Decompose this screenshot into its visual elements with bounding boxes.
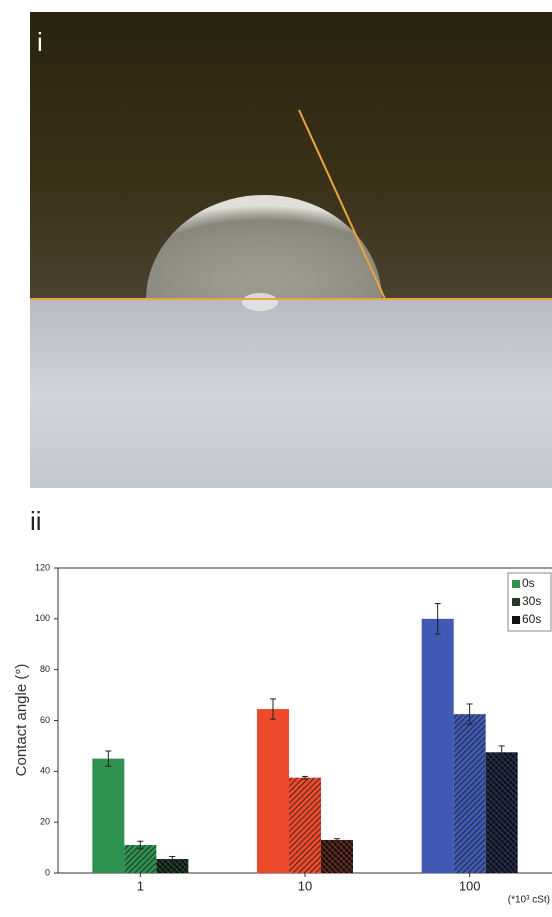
- bar: [321, 839, 353, 873]
- panel-label: i: [37, 27, 43, 57]
- error-bar: [270, 698, 276, 720]
- y-tick-label: 40: [40, 766, 50, 776]
- legend-label: 60s: [522, 612, 541, 626]
- y-tick-label: 120: [35, 562, 50, 572]
- bar: [257, 709, 289, 873]
- panel-label: ii: [30, 506, 42, 536]
- error-bar: [434, 603, 441, 635]
- legend-label: 30s: [522, 594, 541, 608]
- bar: [124, 845, 157, 873]
- photo: [30, 12, 552, 488]
- error-bar: [137, 840, 144, 850]
- bar: [453, 714, 486, 873]
- error-bar: [105, 750, 112, 767]
- error-bar: [334, 838, 340, 842]
- y-tick-label: 80: [40, 664, 50, 674]
- bar: [92, 758, 125, 873]
- bar: [485, 752, 518, 873]
- bar: [421, 618, 454, 873]
- x-tick-label: 1: [137, 878, 144, 893]
- legend-swatch: [512, 580, 520, 588]
- legend-swatch: [512, 598, 520, 606]
- error-bar: [498, 745, 505, 760]
- x-tick-label: 10: [298, 878, 312, 893]
- error-bar: [169, 855, 176, 863]
- y-tick-label: 60: [40, 715, 50, 725]
- y-axis-label: Contact angle (°): [13, 664, 30, 777]
- y-tick-label: 0: [45, 867, 50, 877]
- bar: [156, 859, 189, 873]
- bar: [289, 777, 321, 873]
- legend-swatch: [512, 616, 520, 624]
- x-tick-label: 100: [459, 878, 481, 893]
- legend-label: 0s: [522, 576, 535, 590]
- y-tick-label: 100: [35, 613, 50, 623]
- error-bar: [302, 775, 308, 780]
- error-bar: [466, 703, 473, 725]
- y-tick-label: 20: [40, 817, 50, 827]
- x-unit: (*10³ cSt): [508, 895, 550, 906]
